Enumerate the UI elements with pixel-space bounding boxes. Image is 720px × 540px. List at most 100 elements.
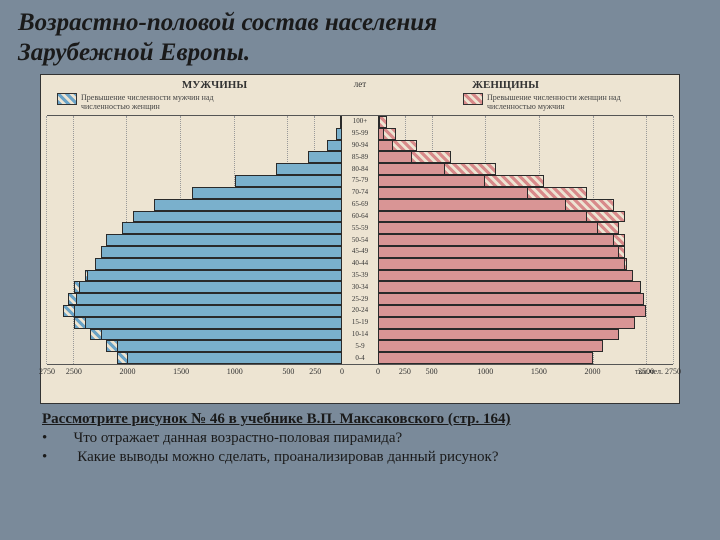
age-label: 60-64 <box>342 211 378 223</box>
chart-header: МУЖЧИНЫ лет ЖЕНЩИНЫ <box>47 79 673 91</box>
x-tick: 0 <box>376 367 380 376</box>
female-bar <box>378 329 619 341</box>
male-bar <box>76 293 342 305</box>
male-bar-row <box>47 317 342 329</box>
female-bar-row <box>378 317 673 329</box>
x-tick: 2000 <box>119 367 135 376</box>
age-label: 20-24 <box>342 305 378 317</box>
male-bar-row <box>47 340 342 352</box>
male-bar <box>133 211 342 223</box>
female-side <box>378 116 673 364</box>
age-label: 55-59 <box>342 222 378 234</box>
age-label: 50-54 <box>342 234 378 246</box>
female-label: ЖЕНЩИНЫ <box>378 79 633 91</box>
x-tick: 2750 <box>39 367 55 376</box>
male-bar-row <box>47 211 342 223</box>
age-label: 75-79 <box>342 175 378 187</box>
female-bar-row <box>378 199 673 211</box>
male-bar-row <box>47 175 342 187</box>
female-bar-row <box>378 329 673 341</box>
x-tick: 1500 <box>173 367 189 376</box>
male-bar <box>74 305 342 317</box>
legend-female-text: Превышение численности женщин над числен… <box>487 93 663 111</box>
female-bar-row <box>378 116 673 128</box>
male-excess-bar <box>68 293 76 305</box>
female-bar-row <box>378 140 673 152</box>
female-bar-row <box>378 151 673 163</box>
female-bar-row <box>378 281 673 293</box>
male-side <box>47 116 342 364</box>
bullet-1: • <box>42 430 47 446</box>
female-bar-row <box>378 352 673 364</box>
female-bar <box>378 140 393 152</box>
female-excess-bar <box>598 222 619 234</box>
female-bar <box>378 234 614 246</box>
male-bar <box>154 199 342 211</box>
age-label: 25-29 <box>342 293 378 305</box>
female-excess-bar <box>587 211 625 223</box>
male-bar-row <box>47 187 342 199</box>
female-bar <box>378 175 485 187</box>
female-bar <box>378 199 566 211</box>
female-excess-bar <box>625 258 627 270</box>
x-tick: 250 <box>309 367 321 376</box>
female-bar-row <box>378 234 673 246</box>
female-bar-row <box>378 305 673 317</box>
age-label: 30-34 <box>342 281 378 293</box>
female-bar <box>378 293 644 305</box>
x-tick: 1500 <box>531 367 547 376</box>
male-bar <box>101 246 342 258</box>
age-label: 100+ <box>342 116 378 128</box>
female-bar <box>378 222 598 234</box>
bullet-2: • <box>42 449 47 465</box>
age-label: 35-39 <box>342 270 378 282</box>
legend-swatch-male <box>57 93 77 105</box>
female-bar-row <box>378 258 673 270</box>
slide: Возрастно-половой состав населения Заруб… <box>0 0 720 540</box>
male-bar <box>122 222 342 234</box>
male-bar-row <box>47 222 342 234</box>
male-bar-row <box>47 258 342 270</box>
male-excess-bar <box>63 305 74 317</box>
age-label: 5-9 <box>342 340 378 352</box>
population-pyramid-chart: МУЖЧИНЫ лет ЖЕНЩИНЫ Превышение численнос… <box>40 74 680 404</box>
age-label: 90-94 <box>342 140 378 152</box>
female-excess-bar <box>384 128 396 140</box>
age-label: 80-84 <box>342 163 378 175</box>
female-excess-bar <box>619 246 624 258</box>
x-tick: 0 <box>340 367 344 376</box>
male-bar-row <box>47 151 342 163</box>
male-bar-row <box>47 116 342 128</box>
legend-male-excess: Превышение численности мужчин над числен… <box>57 93 257 111</box>
male-bar <box>117 340 342 352</box>
male-bar-row <box>47 140 342 152</box>
legend-male-text: Превышение численности мужчин над числен… <box>81 93 257 111</box>
x-tick: 1000 <box>227 367 243 376</box>
female-bar-row <box>378 187 673 199</box>
female-bar <box>378 281 641 293</box>
female-bar-row <box>378 222 673 234</box>
female-excess-bar <box>566 199 614 211</box>
x-unit: тыс.чел. <box>47 367 673 376</box>
age-label: 95-99 <box>342 128 378 140</box>
legend-female-excess: Превышение численности женщин над числен… <box>463 93 663 111</box>
male-bar <box>327 140 342 152</box>
male-bar <box>95 258 342 270</box>
female-bar <box>378 270 633 282</box>
x-tick: 250 <box>399 367 411 376</box>
female-excess-bar <box>393 140 417 152</box>
female-bar-row <box>378 270 673 282</box>
male-bar-row <box>47 352 342 364</box>
age-label: 10-14 <box>342 329 378 341</box>
female-bar <box>378 317 635 329</box>
male-bar-row <box>47 329 342 341</box>
female-excess-bar <box>614 234 625 246</box>
male-bar-row <box>47 305 342 317</box>
age-axis: 100+95-9990-9485-8980-8475-7970-7465-696… <box>342 116 378 364</box>
male-bar-row <box>47 128 342 140</box>
male-bar <box>235 175 342 187</box>
questions-block: Рассмотрите рисунок № 46 в учебнике В.П.… <box>18 410 702 466</box>
age-label: 85-89 <box>342 151 378 163</box>
female-excess-bar <box>445 163 496 175</box>
male-bar-row <box>47 246 342 258</box>
